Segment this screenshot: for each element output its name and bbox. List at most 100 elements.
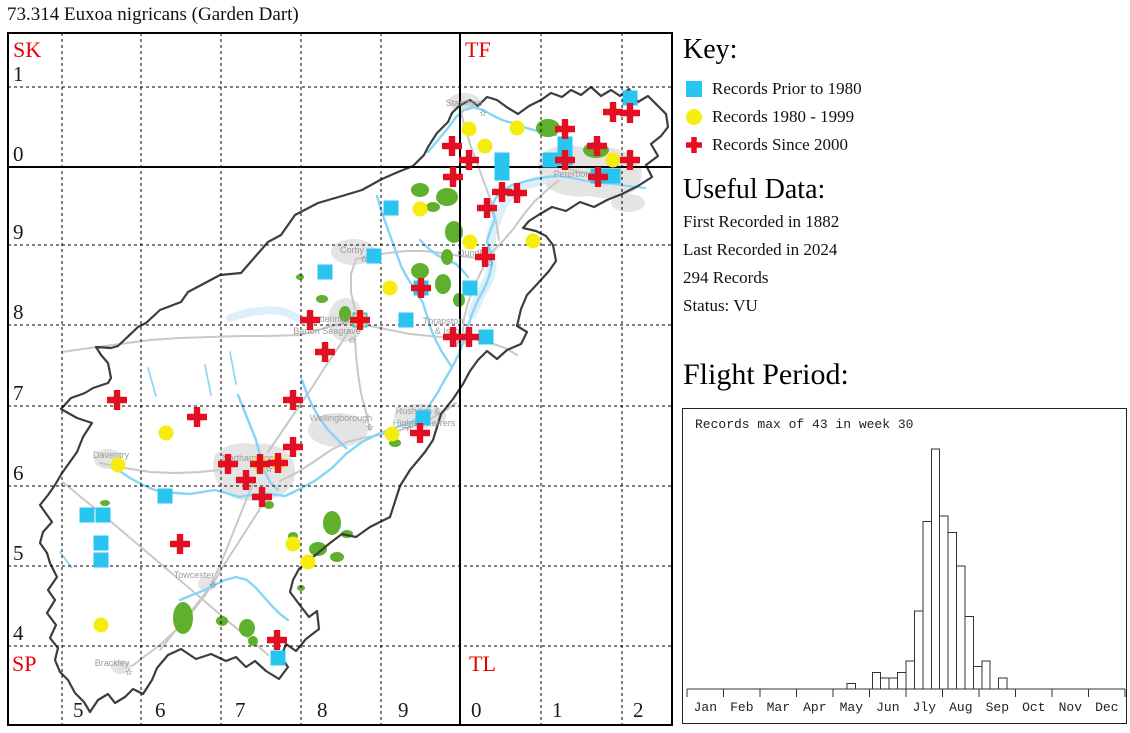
town-label: Peterborough — [554, 169, 609, 179]
record-marker-pre1980 — [542, 152, 558, 168]
record-marker-since2000 — [252, 487, 272, 507]
flight-week-bar — [964, 615, 974, 690]
urban-brackley — [111, 660, 131, 674]
flight-week-bar — [981, 660, 991, 690]
key-item-since-2000: Records Since 2000 — [686, 134, 848, 156]
info-panel: Key: Records Prior to 1980 Records 1980 … — [680, 0, 1130, 733]
town-star-icon: ☆ — [209, 581, 217, 591]
key-item-pre-1980: Records Prior to 1980 — [686, 78, 862, 100]
record-marker-since2000 — [250, 454, 270, 474]
useful-data-heading: Useful Data: — [683, 174, 826, 205]
record-marker-1980-1999 — [461, 121, 477, 137]
town-star-icon: ☆ — [348, 336, 356, 346]
record-marker-1980-1999 — [384, 426, 400, 442]
row-label-5: 5 — [13, 541, 24, 565]
record-marker-since2000 — [218, 454, 238, 474]
month-labels: Jan Feb Mar Apr May Jun Jly Aug Sep Oct Nov Dec — [694, 700, 1119, 715]
record-marker-since2000 — [107, 390, 127, 410]
grid-letter-TL: TL — [469, 651, 496, 676]
record-marker-1980-1999 — [477, 138, 493, 154]
town-star-icon: ☆ — [454, 340, 462, 350]
record-marker-1980-1999 — [110, 457, 126, 473]
town-label: Barton Seagrave — [293, 326, 361, 336]
markers-pre-1980 — [79, 90, 638, 666]
flight-week-bar — [998, 677, 1008, 690]
row-label-4: 4 — [13, 621, 24, 645]
record-count-text: 294 Records — [683, 268, 769, 287]
urban-peterborough-se — [611, 194, 645, 212]
flight-week-bar — [888, 677, 899, 690]
first-recorded-text: First Recorded in 1882 — [683, 212, 840, 231]
record-marker-1980-1999 — [158, 425, 174, 441]
county-boundary — [38, 85, 670, 714]
col-label-9: 9 — [398, 698, 409, 722]
record-marker-pre1980 — [462, 280, 478, 296]
record-marker-pre1980 — [93, 535, 109, 551]
key-item-label: Records Prior to 1980 — [712, 79, 862, 98]
record-marker-1980-1999 — [382, 280, 398, 296]
record-marker-pre1980 — [494, 165, 510, 181]
record-marker-since2000 — [443, 327, 463, 347]
record-marker-1980-1999 — [525, 233, 541, 249]
urban-areas — [94, 93, 645, 674]
x-axis — [686, 688, 1126, 697]
month-label-Oct: Oct — [1022, 700, 1045, 715]
town-stars: ☆ ☆ ☆ ☆ ☆ ☆ ☆ ☆ ☆ ☆ — [125, 109, 494, 678]
flight-week-bar — [846, 682, 856, 690]
record-marker-pre1980 — [622, 90, 638, 106]
record-marker-since2000 — [475, 247, 495, 267]
record-marker-since2000 — [477, 198, 497, 218]
key-item-label: Records Since 2000 — [712, 135, 848, 154]
pre1980-square-icon — [686, 81, 702, 97]
town-label: Kettering & — [309, 314, 354, 324]
record-marker-since2000 — [315, 342, 335, 362]
record-marker-pre1980 — [478, 329, 494, 345]
town-label: Brackley — [95, 658, 130, 668]
record-marker-since2000 — [187, 407, 207, 427]
y1980-circle-icon — [686, 109, 702, 125]
row-label-7: 7 — [13, 381, 24, 405]
month-label-Sep: Sep — [986, 700, 1009, 715]
key-item-label: Records 1980 - 1999 — [712, 107, 855, 126]
record-marker-pre1980 — [270, 650, 286, 666]
flight-period-heading: Flight Period: — [683, 358, 849, 391]
town-star-icon: ☆ — [366, 423, 374, 433]
record-marker-1980-1999 — [285, 536, 301, 552]
distribution-map: Stamford Peterborough Corby Oundle Kettering… — [7, 32, 673, 726]
town-label: & Islip — [435, 326, 460, 336]
grid-letter-SP: SP — [12, 651, 36, 676]
town-star-icon: ☆ — [360, 255, 368, 265]
record-marker-since2000 — [507, 183, 527, 203]
town-label: Stamford — [446, 98, 483, 108]
month-label-Aug: Aug — [949, 700, 972, 715]
record-marker-since2000 — [555, 119, 575, 139]
month-label-Jun: Jun — [876, 700, 899, 715]
record-marker-since2000 — [459, 327, 479, 347]
record-marker-since2000 — [283, 390, 303, 410]
markers-1980-1999 — [93, 120, 621, 633]
month-label-Dec: Dec — [1095, 700, 1118, 715]
record-marker-since2000 — [443, 167, 463, 187]
flight-week-bar — [972, 666, 983, 690]
record-marker-pre1980 — [415, 410, 431, 426]
record-marker-since2000 — [555, 150, 575, 170]
record-marker-pre1980 — [605, 168, 621, 184]
town-label: Northampton — [222, 453, 274, 463]
flight-week-bar — [871, 671, 882, 690]
town-label: Thrapston — [423, 316, 464, 326]
flight-week-bar — [905, 660, 915, 690]
record-marker-since2000 — [410, 423, 430, 443]
record-marker-1980-1999 — [412, 201, 428, 217]
flight-week-bar — [930, 448, 941, 690]
town-label: Corby — [340, 245, 365, 255]
key-item-1980-1999: Records 1980 - 1999 — [686, 106, 854, 128]
record-marker-pre1980 — [557, 136, 573, 152]
record-marker-since2000 — [588, 167, 608, 187]
month-label-Jly: Jly — [913, 700, 937, 715]
col-label-7: 7 — [235, 698, 246, 722]
month-label-May: May — [840, 700, 864, 715]
flight-week-bar — [913, 610, 924, 690]
last-recorded-text: Last Recorded in 2024 — [683, 240, 838, 259]
town-label: Daventry — [93, 450, 130, 460]
record-marker-1980-1999 — [605, 152, 621, 168]
